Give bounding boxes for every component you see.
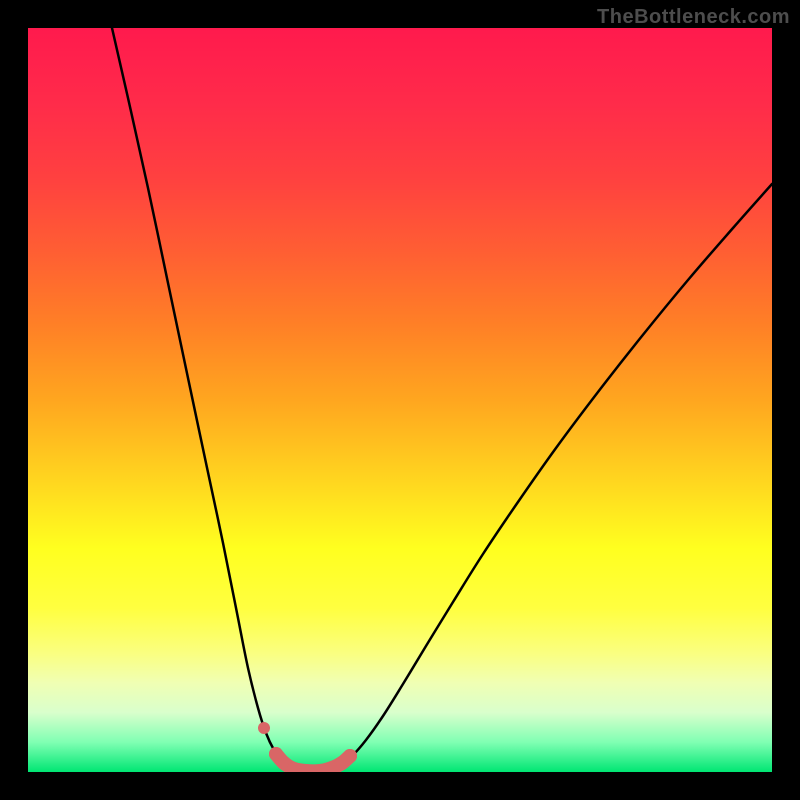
chart-container: TheBottleneck.com — [0, 0, 800, 800]
watermark-text: TheBottleneck.com — [597, 6, 790, 29]
curve-left-branch — [112, 28, 313, 771]
curve-overlay — [28, 28, 772, 772]
marker-band-dot — [343, 749, 357, 763]
marker-isolated-dot — [258, 722, 270, 734]
curve-right-branch — [313, 184, 772, 771]
plot-area — [28, 28, 772, 772]
